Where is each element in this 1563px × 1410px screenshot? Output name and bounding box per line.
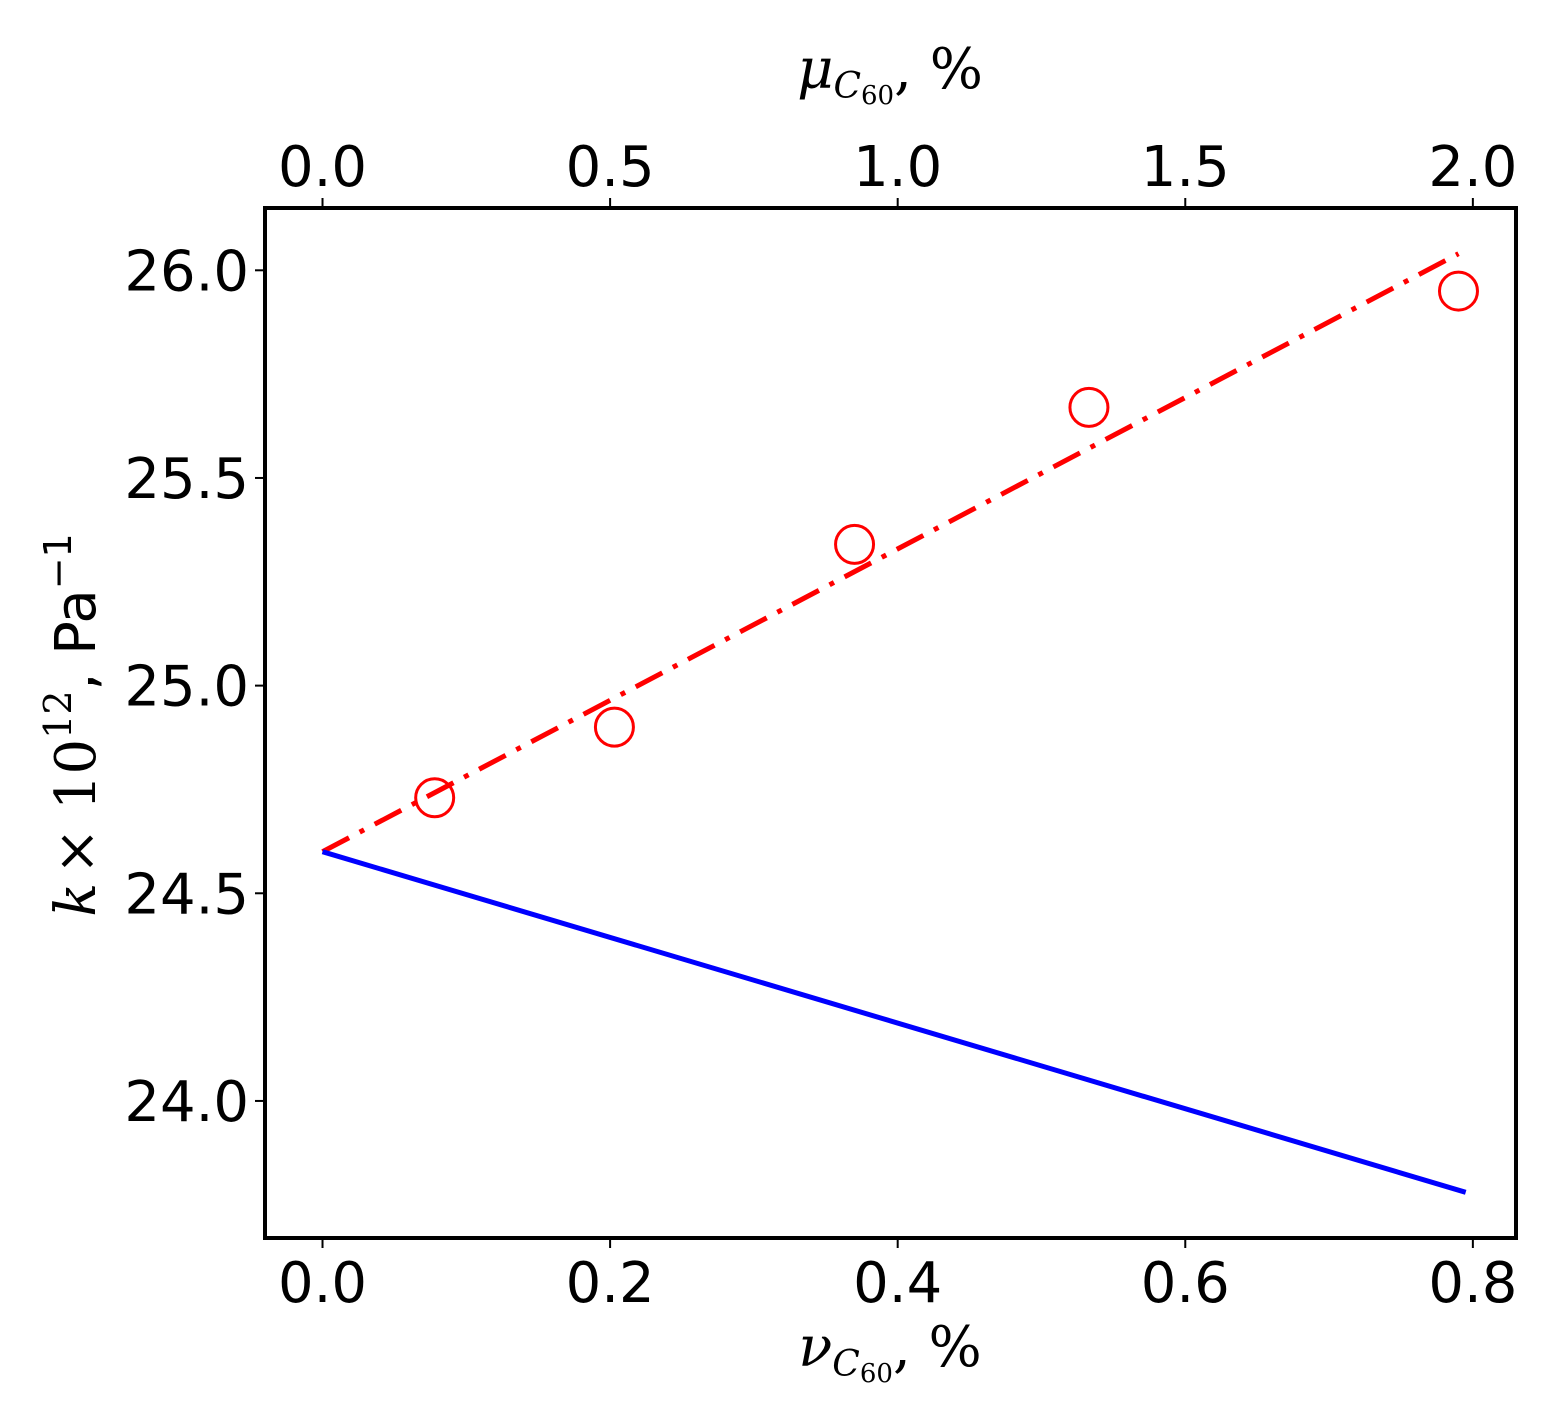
data-point [593,706,635,748]
bottom-axis-label-suffix: , % [893,1315,982,1380]
top-axis-label-symbol: μ [797,37,833,102]
y-axis-label: k × 1012, Pa−1 [36,533,109,916]
x-tick-label: 0.8 [1428,1251,1517,1316]
y-tick-label: 24.5 [124,862,249,927]
y-tick-label: 26.0 [124,239,249,304]
plot-marks [321,251,1479,1195]
data-point [414,777,456,819]
bottom-axis-label: νC60, % [798,1315,982,1389]
top-x-tick-label: 1.5 [1141,135,1230,200]
x-tick-label: 0.6 [1141,1251,1230,1316]
y-tick-label: 25.5 [124,447,249,512]
red-dashdot-line [321,251,1460,854]
top-axis-label-suffix: , % [894,37,983,102]
bottom-axis-label-symbol: ν [798,1315,832,1380]
top-x-tick-label: 0.0 [278,135,367,200]
y-tick-label: 25.0 [124,655,249,720]
top-axis-label-subscript-num: 60 [861,81,894,111]
y-axis-label-exp: 12 [36,690,80,738]
y-axis-label-k: k [44,883,109,917]
bottom-axis-label-subscript: C [832,1344,860,1385]
x-tick-label: 0.0 [278,1251,367,1316]
top-axis-label: μC60, % [797,37,983,111]
x-tick-label: 0.2 [566,1251,655,1316]
y-axis-label-unit: , Pa [44,589,109,690]
top-x-tick-label: 2.0 [1428,135,1517,200]
axis-ticks: 0.0 0.2 0.4 0.6 0.8 0.0 0.5 1.0 1.5 2.0 24.0 24.5 25… [124,135,1517,1316]
top-axis-label-subscript: C [833,66,861,107]
x-tick-label: 0.4 [853,1251,942,1316]
top-x-tick-label: 0.5 [566,135,655,200]
blue-solid-line [321,849,1467,1195]
data-point [834,523,876,565]
top-x-tick-label: 1.0 [853,135,942,200]
y-tick-label: 24.0 [124,1070,249,1135]
y-axis-label-unit-exp: −1 [36,533,80,589]
data-point [1437,270,1479,312]
plot-frame [263,206,1518,1240]
y-axis-label-times: × 10 [44,739,109,875]
data-point [1068,386,1110,428]
bottom-axis-label-subscript-num: 60 [860,1359,893,1389]
